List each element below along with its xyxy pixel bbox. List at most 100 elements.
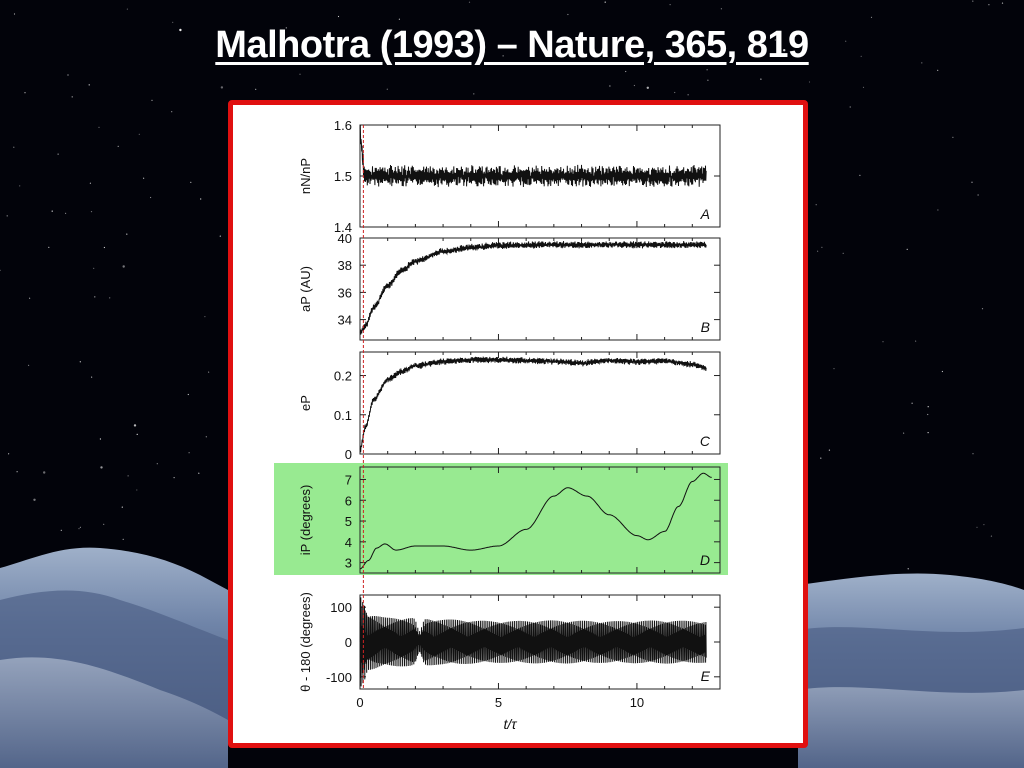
star	[138, 133, 140, 135]
y-tick-label: 7	[345, 472, 352, 487]
star	[78, 528, 80, 530]
star	[567, 13, 569, 16]
star	[473, 93, 475, 95]
star	[927, 406, 929, 408]
panel-label: B	[701, 319, 710, 335]
star	[921, 62, 923, 64]
star	[907, 568, 909, 570]
chart-panel-e: -100 0 100 θ - 180 (degrees) E 0 5 10 t/τ	[298, 592, 721, 732]
star	[220, 86, 224, 89]
x-tick-label: 10	[630, 695, 644, 710]
chart-panel-a: 1.4 1.5 1.6 nN/nP A	[298, 118, 721, 235]
star	[0, 269, 1, 271]
panel-label: E	[701, 668, 711, 684]
star	[187, 393, 189, 396]
y-tick-label: 1.6	[334, 118, 352, 133]
star	[783, 49, 786, 52]
series-line	[359, 240, 707, 335]
star	[903, 432, 905, 434]
star	[33, 498, 36, 501]
series-line	[359, 356, 707, 453]
star	[347, 62, 349, 64]
star	[99, 438, 101, 440]
star	[117, 145, 119, 147]
x-tick-label: 0	[356, 695, 363, 710]
star	[976, 526, 978, 528]
star	[127, 475, 129, 477]
series-line	[359, 124, 707, 188]
star	[204, 316, 206, 318]
star	[28, 364, 30, 366]
star	[817, 250, 819, 252]
y-tick-label: 38	[338, 258, 352, 273]
star	[692, 56, 694, 58]
star	[674, 91, 676, 94]
star	[672, 45, 674, 47]
star	[151, 99, 153, 101]
star	[981, 308, 984, 310]
star	[937, 69, 939, 71]
star	[952, 136, 954, 138]
star	[100, 466, 103, 469]
panel-label: D	[700, 552, 710, 568]
plot-frame	[359, 466, 721, 574]
star	[109, 297, 111, 299]
star	[972, 0, 974, 2]
star	[48, 246, 50, 248]
star	[820, 457, 822, 459]
star	[906, 248, 908, 250]
star	[13, 13, 16, 15]
panel-label: A	[700, 206, 710, 222]
star	[915, 340, 917, 342]
star	[24, 92, 26, 94]
star	[6, 215, 8, 217]
star	[71, 96, 73, 98]
y-tick-label: -100	[326, 670, 352, 685]
star	[200, 198, 202, 200]
star	[150, 196, 152, 199]
star	[79, 526, 81, 528]
y-tick-label: 1.4	[334, 220, 352, 235]
star	[172, 21, 174, 23]
star	[103, 523, 105, 525]
star	[198, 472, 200, 474]
star	[208, 371, 210, 373]
star	[845, 40, 847, 42]
star	[815, 204, 817, 206]
y-tick-label: 5	[345, 514, 352, 529]
star	[285, 27, 287, 29]
star	[808, 81, 811, 83]
y-tick-label: 0.2	[334, 369, 352, 384]
star	[972, 453, 974, 455]
star	[136, 433, 138, 435]
y-tick-label: 0	[345, 447, 352, 462]
star	[625, 70, 627, 73]
star	[860, 55, 862, 58]
star	[1001, 2, 1004, 4]
star	[255, 88, 257, 90]
star	[609, 85, 611, 87]
y-tick-label: 0.1	[334, 408, 352, 423]
star	[849, 106, 851, 108]
star	[337, 15, 340, 18]
star	[29, 297, 31, 299]
star	[173, 477, 175, 479]
y-axis-label: θ - 180 (degrees)	[298, 592, 313, 692]
star	[190, 181, 192, 183]
star	[103, 246, 105, 249]
y-tick-label: 100	[330, 600, 352, 615]
y-tick-label: 6	[345, 493, 352, 508]
star	[60, 529, 62, 531]
star	[927, 413, 929, 416]
star	[179, 28, 182, 32]
star	[171, 111, 173, 113]
star	[706, 69, 708, 71]
star	[188, 452, 190, 454]
star	[911, 402, 913, 404]
star	[136, 489, 138, 491]
star	[121, 506, 123, 508]
star	[859, 174, 861, 176]
star	[833, 368, 835, 370]
star	[646, 86, 649, 90]
star	[941, 370, 944, 373]
